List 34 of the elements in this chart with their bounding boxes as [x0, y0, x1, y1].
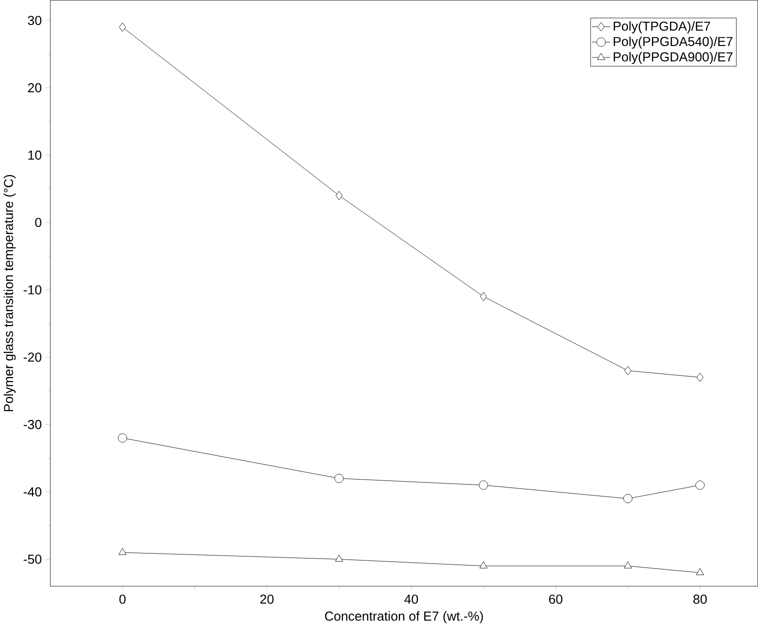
- y-tick-label: 0: [35, 218, 42, 228]
- legend-label: Poly(TPGDA)/E7: [614, 21, 710, 34]
- point: [624, 366, 632, 376]
- point: [624, 561, 632, 568]
- point: [480, 561, 488, 568]
- x-tick-label: 20: [260, 594, 274, 604]
- point: [118, 433, 128, 443]
- y-tick-label: 10: [28, 150, 42, 160]
- x-tick-label: 60: [549, 594, 562, 604]
- y-tick-label: -10: [24, 285, 42, 294]
- point: [118, 548, 126, 555]
- point: [696, 568, 704, 576]
- x-tick-label: 80: [693, 594, 707, 604]
- x-tick-label: 40: [404, 594, 418, 604]
- y-tick-label: 30: [28, 16, 42, 26]
- x-axis-title: Concentration of E7 (wt.-%): [325, 611, 483, 624]
- point: [335, 554, 344, 562]
- y-tick-label: -40: [24, 487, 42, 496]
- point: [696, 480, 705, 490]
- y-tick-label: -20: [24, 352, 42, 362]
- point: [336, 191, 343, 200]
- legend-label: Poly(PPGDA540)/E7: [614, 36, 732, 49]
- y-tick-label: 20: [28, 83, 42, 92]
- point: [696, 372, 704, 382]
- legend-label: Poly(PPGDA900)/E7: [614, 52, 732, 64]
- point: [478, 480, 488, 490]
- x-tick-label: 0: [119, 594, 126, 604]
- y-tick-label: -50: [24, 554, 42, 564]
- point: [480, 292, 487, 302]
- point: [334, 474, 344, 483]
- y-tick-label: -30: [24, 420, 42, 430]
- y-axis-title: Polymer glass transition temperature (°C): [4, 175, 16, 412]
- point: [119, 22, 126, 32]
- point: [623, 494, 632, 504]
